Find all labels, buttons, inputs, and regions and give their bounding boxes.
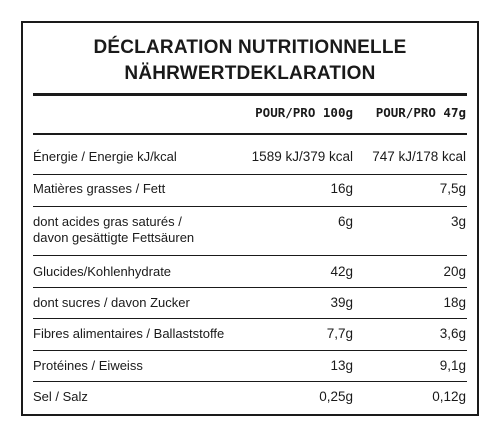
value-per-47g: 0,12g [432, 389, 466, 404]
value-per-47g: 18g [443, 295, 466, 310]
row-divider [33, 255, 467, 256]
value-per-47g: 3g [450, 214, 466, 229]
nutrient-label: Protéines / Eiweiss [33, 358, 143, 373]
nutrient-label: Énergie / Energie kJ/kcal [33, 149, 177, 164]
value-per-100g: 1589 kJ/379 kcal [251, 149, 353, 164]
value-per-100g: 0,25g [319, 389, 353, 404]
value-per-47g: 747 kJ/178 kcal [372, 149, 466, 164]
value-per-100g: 6g [337, 214, 353, 229]
nutrient-label-secondary: davon gesättigte Fettsäuren [33, 230, 195, 245]
header-divider [33, 133, 467, 135]
value-per-100g: 39g [330, 295, 353, 310]
column-header-100g: POUR/PRO 100g [255, 105, 353, 120]
row-divider [33, 206, 467, 207]
value-per-100g: 42g [330, 264, 353, 279]
title-french: DÉCLARATION NUTRITIONNELLE [93, 37, 407, 58]
row-divider [33, 174, 467, 175]
nutrient-label: dont acides gras saturés / [33, 214, 182, 229]
value-per-100g: 16g [330, 181, 353, 196]
nutrient-label: Matières grasses / Fett [33, 181, 166, 196]
value-per-47g: 7,5g [439, 181, 466, 196]
row-divider [33, 350, 467, 351]
title-divider [33, 93, 467, 96]
nutrition-panel: DÉCLARATION NUTRITIONNELLE NÄHRWERTDEKLA… [21, 21, 479, 416]
value-per-47g: 20g [443, 264, 466, 279]
value-per-47g: 3,6g [439, 326, 466, 341]
value-per-100g: 7,7g [326, 326, 353, 341]
row-divider [33, 381, 467, 382]
row-divider [33, 287, 467, 288]
value-per-100g: 13g [330, 358, 353, 373]
title-german: NÄHRWERTDEKLARATION [124, 63, 376, 84]
row-divider [33, 318, 467, 319]
nutrient-label: Glucides/Kohlenhydrate [33, 264, 172, 279]
nutrient-label: Fibres alimentaires / Ballaststoffe [33, 326, 225, 341]
value-per-47g: 9,1g [439, 358, 466, 373]
nutrient-label: Sel / Salz [33, 389, 88, 404]
column-header-47g: POUR/PRO 47g [375, 105, 466, 120]
nutrient-label: dont sucres / davon Zucker [33, 295, 190, 310]
